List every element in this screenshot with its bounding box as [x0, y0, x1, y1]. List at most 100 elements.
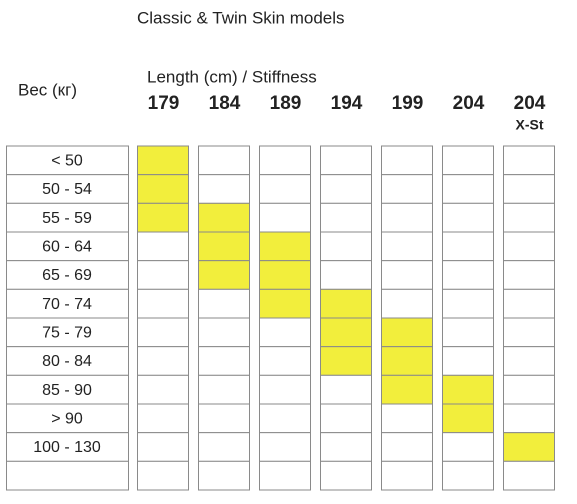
size-cell: [259, 174, 311, 204]
size-cell: [198, 432, 250, 462]
weight-cell: [6, 346, 129, 376]
size-cell: [259, 346, 311, 376]
weight-range: 70 - 74: [42, 296, 92, 313]
highlighted-cell: [320, 317, 372, 348]
title: Classic & Twin Skin models: [137, 8, 345, 27]
size-cell: [503, 460, 555, 491]
size-cell: [442, 174, 494, 204]
size-cell: [198, 174, 250, 204]
size-cell: [442, 202, 494, 233]
highlighted-cell: [137, 145, 189, 176]
highlighted-cell: [381, 346, 433, 376]
size-cell: [503, 288, 555, 319]
size-cell: [320, 202, 372, 233]
weight-cell: [6, 288, 129, 319]
length-header: 189: [270, 93, 302, 114]
highlighted-cell: [320, 346, 372, 376]
size-cell: [320, 460, 372, 491]
size-cell: [137, 403, 189, 434]
size-cell: [442, 145, 494, 176]
weight-range: 75 - 79: [42, 325, 92, 342]
size-cell: [137, 260, 189, 290]
size-cell: [503, 202, 555, 233]
weight-range: > 90: [51, 411, 83, 428]
weight-range: < 50: [51, 153, 83, 170]
size-cell: [320, 432, 372, 462]
highlighted-cell: [137, 202, 189, 233]
size-cell: [198, 374, 250, 405]
size-cell: [198, 346, 250, 376]
size-cell: [259, 202, 311, 233]
weight-range: 55 - 59: [42, 210, 92, 227]
weight-cell: [6, 202, 129, 233]
size-cell: [137, 374, 189, 405]
highlighted-cell: [198, 202, 250, 233]
size-cell: [259, 374, 311, 405]
length-label: Length (cm) / Stiffness: [147, 67, 317, 86]
size-cell: [198, 145, 250, 176]
size-cell: [198, 460, 250, 491]
highlighted-cell: [503, 432, 555, 462]
size-cell: [381, 403, 433, 434]
length-header: 199: [392, 93, 424, 114]
size-cell: [137, 288, 189, 319]
length-header: 204: [514, 93, 546, 114]
weight-range: 100 - 130: [33, 439, 101, 456]
size-cell: [259, 403, 311, 434]
size-cell: [198, 288, 250, 319]
weight-cell: [6, 145, 129, 176]
weight-range: 50 - 54: [42, 181, 92, 198]
size-cell: [381, 432, 433, 462]
highlighted-cell: [198, 231, 250, 262]
size-cell: [381, 174, 433, 204]
size-cell: [442, 231, 494, 262]
length-header: 184: [209, 93, 241, 114]
size-cell: [137, 346, 189, 376]
weight-cell: [6, 174, 129, 204]
size-cell: [503, 260, 555, 290]
length-header: 194: [331, 93, 363, 114]
size-cell: [320, 145, 372, 176]
size-cell: [259, 317, 311, 348]
size-cell: [198, 317, 250, 348]
size-cell: [320, 374, 372, 405]
highlighted-cell: [381, 374, 433, 405]
size-cell: [381, 260, 433, 290]
weight-range: 80 - 84: [42, 353, 92, 370]
highlighted-cell: [198, 260, 250, 290]
size-cell: [137, 460, 189, 491]
weight-cell: [6, 460, 129, 491]
size-cell: [503, 403, 555, 434]
size-cell: [442, 346, 494, 376]
size-cell: [381, 145, 433, 176]
highlighted-cell: [259, 231, 311, 262]
size-cell: [442, 317, 494, 348]
size-cell: [137, 317, 189, 348]
size-cell: [381, 460, 433, 491]
size-cell: [259, 432, 311, 462]
highlighted-cell: [259, 288, 311, 319]
weight-cell: [6, 432, 129, 462]
highlighted-cell: [442, 374, 494, 405]
highlighted-cell: [442, 403, 494, 434]
size-cell: [503, 374, 555, 405]
length-header: 204: [453, 93, 485, 114]
size-cell: [198, 403, 250, 434]
weight-label: Вес (кг): [18, 80, 77, 99]
size-cell: [442, 460, 494, 491]
size-cell: [381, 202, 433, 233]
size-cell: [381, 231, 433, 262]
size-cell: [503, 174, 555, 204]
size-cell: [259, 145, 311, 176]
size-cell: [137, 432, 189, 462]
size-cell: [442, 432, 494, 462]
size-cell: [503, 346, 555, 376]
weight-range: 85 - 90: [42, 382, 92, 399]
size-cell: [503, 317, 555, 348]
size-cell: [137, 231, 189, 262]
size-cell: [503, 145, 555, 176]
weight-range: 60 - 64: [42, 239, 92, 256]
length-header: 179: [148, 93, 180, 114]
size-cell: [320, 174, 372, 204]
